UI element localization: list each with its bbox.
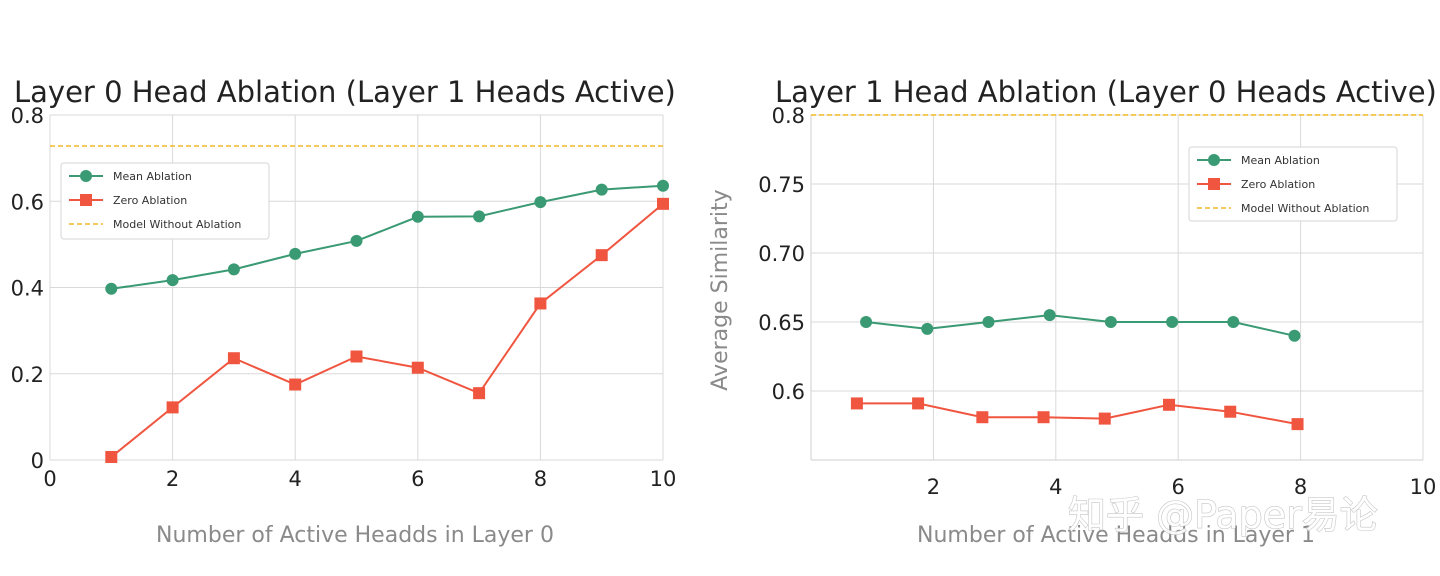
- tick-labels: 0 0.2 0.4 0.6 0.8 0 2 4 6 8 10: [11, 104, 677, 491]
- data-point: [227, 263, 240, 276]
- chart-layer0-head-ablation: Layer 0 Head Ablation (Layer 1 Heads Act…: [11, 75, 677, 548]
- series-zero-ablation: [850, 397, 1304, 431]
- data-point: [1098, 412, 1111, 425]
- data-point: [227, 352, 240, 365]
- x-tick-label: 10: [1410, 475, 1437, 499]
- data-point: [657, 179, 669, 192]
- legend-zero-label: Zero Ablation: [113, 194, 187, 207]
- data-point: [473, 387, 486, 400]
- data-point: [411, 210, 424, 223]
- legend-zero-label: Zero Ablation: [1241, 178, 1315, 191]
- series: [850, 309, 1304, 431]
- legend-mean-marker: [1208, 154, 1220, 166]
- data-point: [289, 247, 302, 260]
- x-tick-label: 2: [927, 475, 940, 499]
- data-point: [921, 322, 934, 335]
- chart-layer1-head-ablation: Layer 1 Head Ablation (Layer 0 Heads Act…: [708, 75, 1437, 548]
- x-tick-label: 6: [411, 467, 424, 491]
- y-tick-label: 0.8: [11, 104, 44, 128]
- data-point: [350, 350, 363, 363]
- data-point: [860, 316, 873, 328]
- watermark: 知乎 @Paper易论: [1068, 493, 1378, 537]
- y-tick-label: 0.6: [11, 190, 44, 214]
- legend-box: [1188, 146, 1398, 222]
- data-point: [534, 196, 547, 209]
- data-point: [1224, 405, 1237, 418]
- data-point: [105, 282, 118, 295]
- legend: Mean Ablation Zero Ablation Model Withou…: [1188, 146, 1398, 222]
- series-line: [110, 203, 664, 458]
- data-point: [1166, 316, 1179, 328]
- y-tick-label: 0.2: [11, 363, 44, 387]
- y-tick-label: 0.6: [772, 380, 805, 404]
- data-point: [595, 249, 608, 262]
- series-zero-ablation: [105, 197, 669, 463]
- data-point: [1288, 329, 1301, 342]
- legend-mean-marker: [80, 170, 92, 182]
- x-tick-label: 4: [289, 467, 302, 491]
- y-tick-label: 0: [31, 449, 44, 473]
- series-line: [111, 184, 664, 290]
- data-point: [1163, 398, 1176, 411]
- data-point: [411, 361, 424, 374]
- y-tick-label: 0.65: [758, 311, 805, 335]
- data-point: [166, 401, 179, 414]
- chart-title: Layer 1 Head Ablation (Layer 0 Heads Act…: [775, 75, 1437, 109]
- data-point: [595, 183, 608, 196]
- data-point: [1104, 316, 1117, 328]
- data-point: [657, 197, 669, 210]
- legend-mean-label: Mean Ablation: [1241, 154, 1320, 167]
- x-tick-label: 4: [1049, 475, 1062, 499]
- x-tick-label: 10: [650, 467, 677, 491]
- data-point: [289, 378, 302, 391]
- data-point: [534, 297, 547, 310]
- data-point: [982, 316, 995, 328]
- legend: Mean Ablation Zero Ablation Model Withou…: [60, 162, 270, 240]
- legend-reference-label: Model Without Ablation: [113, 218, 241, 231]
- legend-mean-label: Mean Ablation: [113, 170, 192, 183]
- data-point: [105, 450, 118, 463]
- tick-labels: 0.6 0.65 0.70 0.75 0.8 2 4 6 8 10: [758, 104, 1436, 499]
- series-line: [865, 314, 1295, 337]
- series-mean-ablation: [105, 179, 669, 295]
- legend-reference-label: Model Without Ablation: [1241, 202, 1369, 215]
- data-point: [1227, 316, 1240, 328]
- legend-box: [60, 162, 270, 240]
- x-tick-label: 0: [43, 467, 56, 491]
- series: [105, 179, 669, 463]
- data-point: [912, 397, 925, 410]
- data-point: [350, 234, 363, 247]
- series-line: [856, 402, 1298, 426]
- legend-zero-marker: [80, 194, 92, 206]
- data-point: [976, 411, 989, 424]
- x-axis-label: Number of Active Headds in Layer 1: [917, 523, 1315, 548]
- data-point: [1037, 411, 1050, 424]
- legend-zero-marker: [1208, 178, 1220, 190]
- series-mean-ablation: [860, 309, 1301, 342]
- x-tick-label: 8: [534, 467, 547, 491]
- y-tick-label: 0.4: [11, 277, 44, 301]
- data-point: [1043, 309, 1056, 322]
- x-axis-label: Number of Active Headds in Layer 0: [156, 523, 554, 548]
- y-tick-label: 0.8: [772, 104, 805, 128]
- y-tick-label: 0.75: [758, 173, 805, 197]
- data-point: [850, 397, 863, 410]
- x-tick-label: 2: [166, 467, 179, 491]
- data-point: [166, 274, 179, 287]
- chart-title: Layer 0 Head Ablation (Layer 1 Heads Act…: [14, 75, 676, 109]
- y-tick-label: 0.70: [758, 242, 805, 266]
- data-point: [1291, 418, 1304, 431]
- data-point: [473, 210, 486, 223]
- y-axis-label: Average Similarity: [708, 189, 733, 390]
- x-tick-label: 8: [1294, 475, 1307, 499]
- x-tick-label: 6: [1172, 475, 1185, 499]
